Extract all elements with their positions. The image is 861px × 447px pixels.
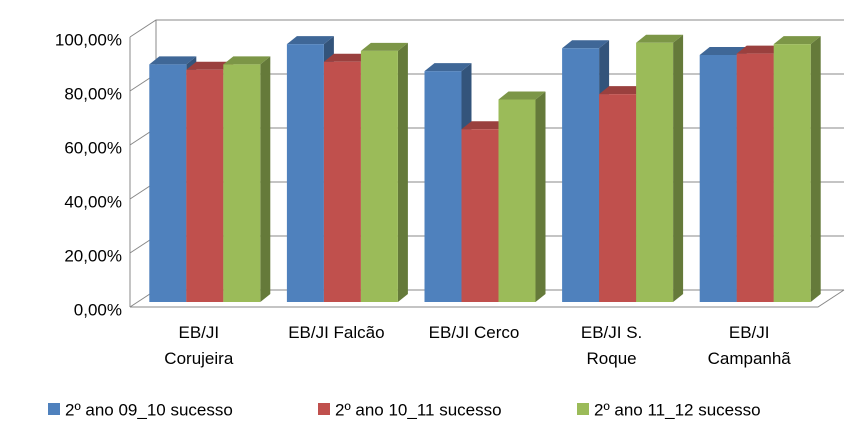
bar-side xyxy=(673,34,684,303)
bar-top xyxy=(498,91,546,100)
bar xyxy=(636,34,684,303)
bar-top xyxy=(424,63,472,72)
x-tick-label: EB/JI S. Roque xyxy=(580,323,643,368)
y-tick-label: 20,00% xyxy=(64,246,122,265)
legend-swatch xyxy=(577,403,589,415)
y-tick-label: 80,00% xyxy=(64,84,122,103)
bar-top xyxy=(149,56,197,65)
bar-front xyxy=(498,99,536,302)
bar-front xyxy=(699,54,737,303)
bar-front xyxy=(736,53,774,302)
bar xyxy=(498,91,546,302)
bar xyxy=(773,36,821,303)
y-tick-label: 100,00% xyxy=(55,30,122,49)
y-tick-label: 60,00% xyxy=(64,138,122,157)
x-tick-label: EB/JI Falcão xyxy=(288,323,385,342)
floor-edge xyxy=(130,289,845,308)
grid-line xyxy=(129,19,844,38)
bar-top xyxy=(636,34,684,43)
legend-swatch xyxy=(318,403,330,415)
bar-top xyxy=(773,36,821,45)
bar-top xyxy=(599,86,647,95)
bar-front xyxy=(461,129,499,302)
bar-front xyxy=(149,64,187,303)
bar-top xyxy=(286,36,334,45)
bar-top xyxy=(461,121,509,130)
bar xyxy=(223,56,271,303)
bar xyxy=(360,42,408,303)
bar-front xyxy=(636,42,674,303)
bar-front xyxy=(562,48,600,303)
bar-side xyxy=(397,42,408,303)
legend-label: 2º ano 09_10 sucesso xyxy=(65,400,233,419)
x-tick-label: EB/JI Cerco xyxy=(428,323,520,342)
bar-side xyxy=(535,91,546,302)
bar-top xyxy=(699,46,747,55)
x-tick-label: EB/JI Corujeira xyxy=(164,323,234,368)
bar-side xyxy=(260,56,271,303)
bar-front xyxy=(360,50,398,303)
y-tick-label: 0,00% xyxy=(74,300,122,319)
bar-front xyxy=(323,61,361,303)
bar-front xyxy=(599,94,637,302)
bar-top xyxy=(360,42,408,51)
x-tick-label: EB/JI Campanhã xyxy=(707,323,791,368)
bar-top xyxy=(223,56,271,65)
bar-front xyxy=(286,44,324,303)
legend-label: 2º ano 10_11 sucesso xyxy=(335,400,502,419)
bar-front xyxy=(186,69,224,302)
bar-front xyxy=(773,44,811,303)
bar-top xyxy=(736,45,784,54)
bar-front xyxy=(424,71,462,303)
legend-label: 2º ano 11_12 sucesso xyxy=(594,400,761,419)
legend-swatch xyxy=(48,403,60,415)
bar-side xyxy=(810,36,821,303)
bar-top xyxy=(323,53,371,62)
y-tick-label: 40,00% xyxy=(64,192,122,211)
bar-front xyxy=(223,64,261,303)
bar-top xyxy=(186,61,234,70)
bar-top xyxy=(562,40,610,49)
